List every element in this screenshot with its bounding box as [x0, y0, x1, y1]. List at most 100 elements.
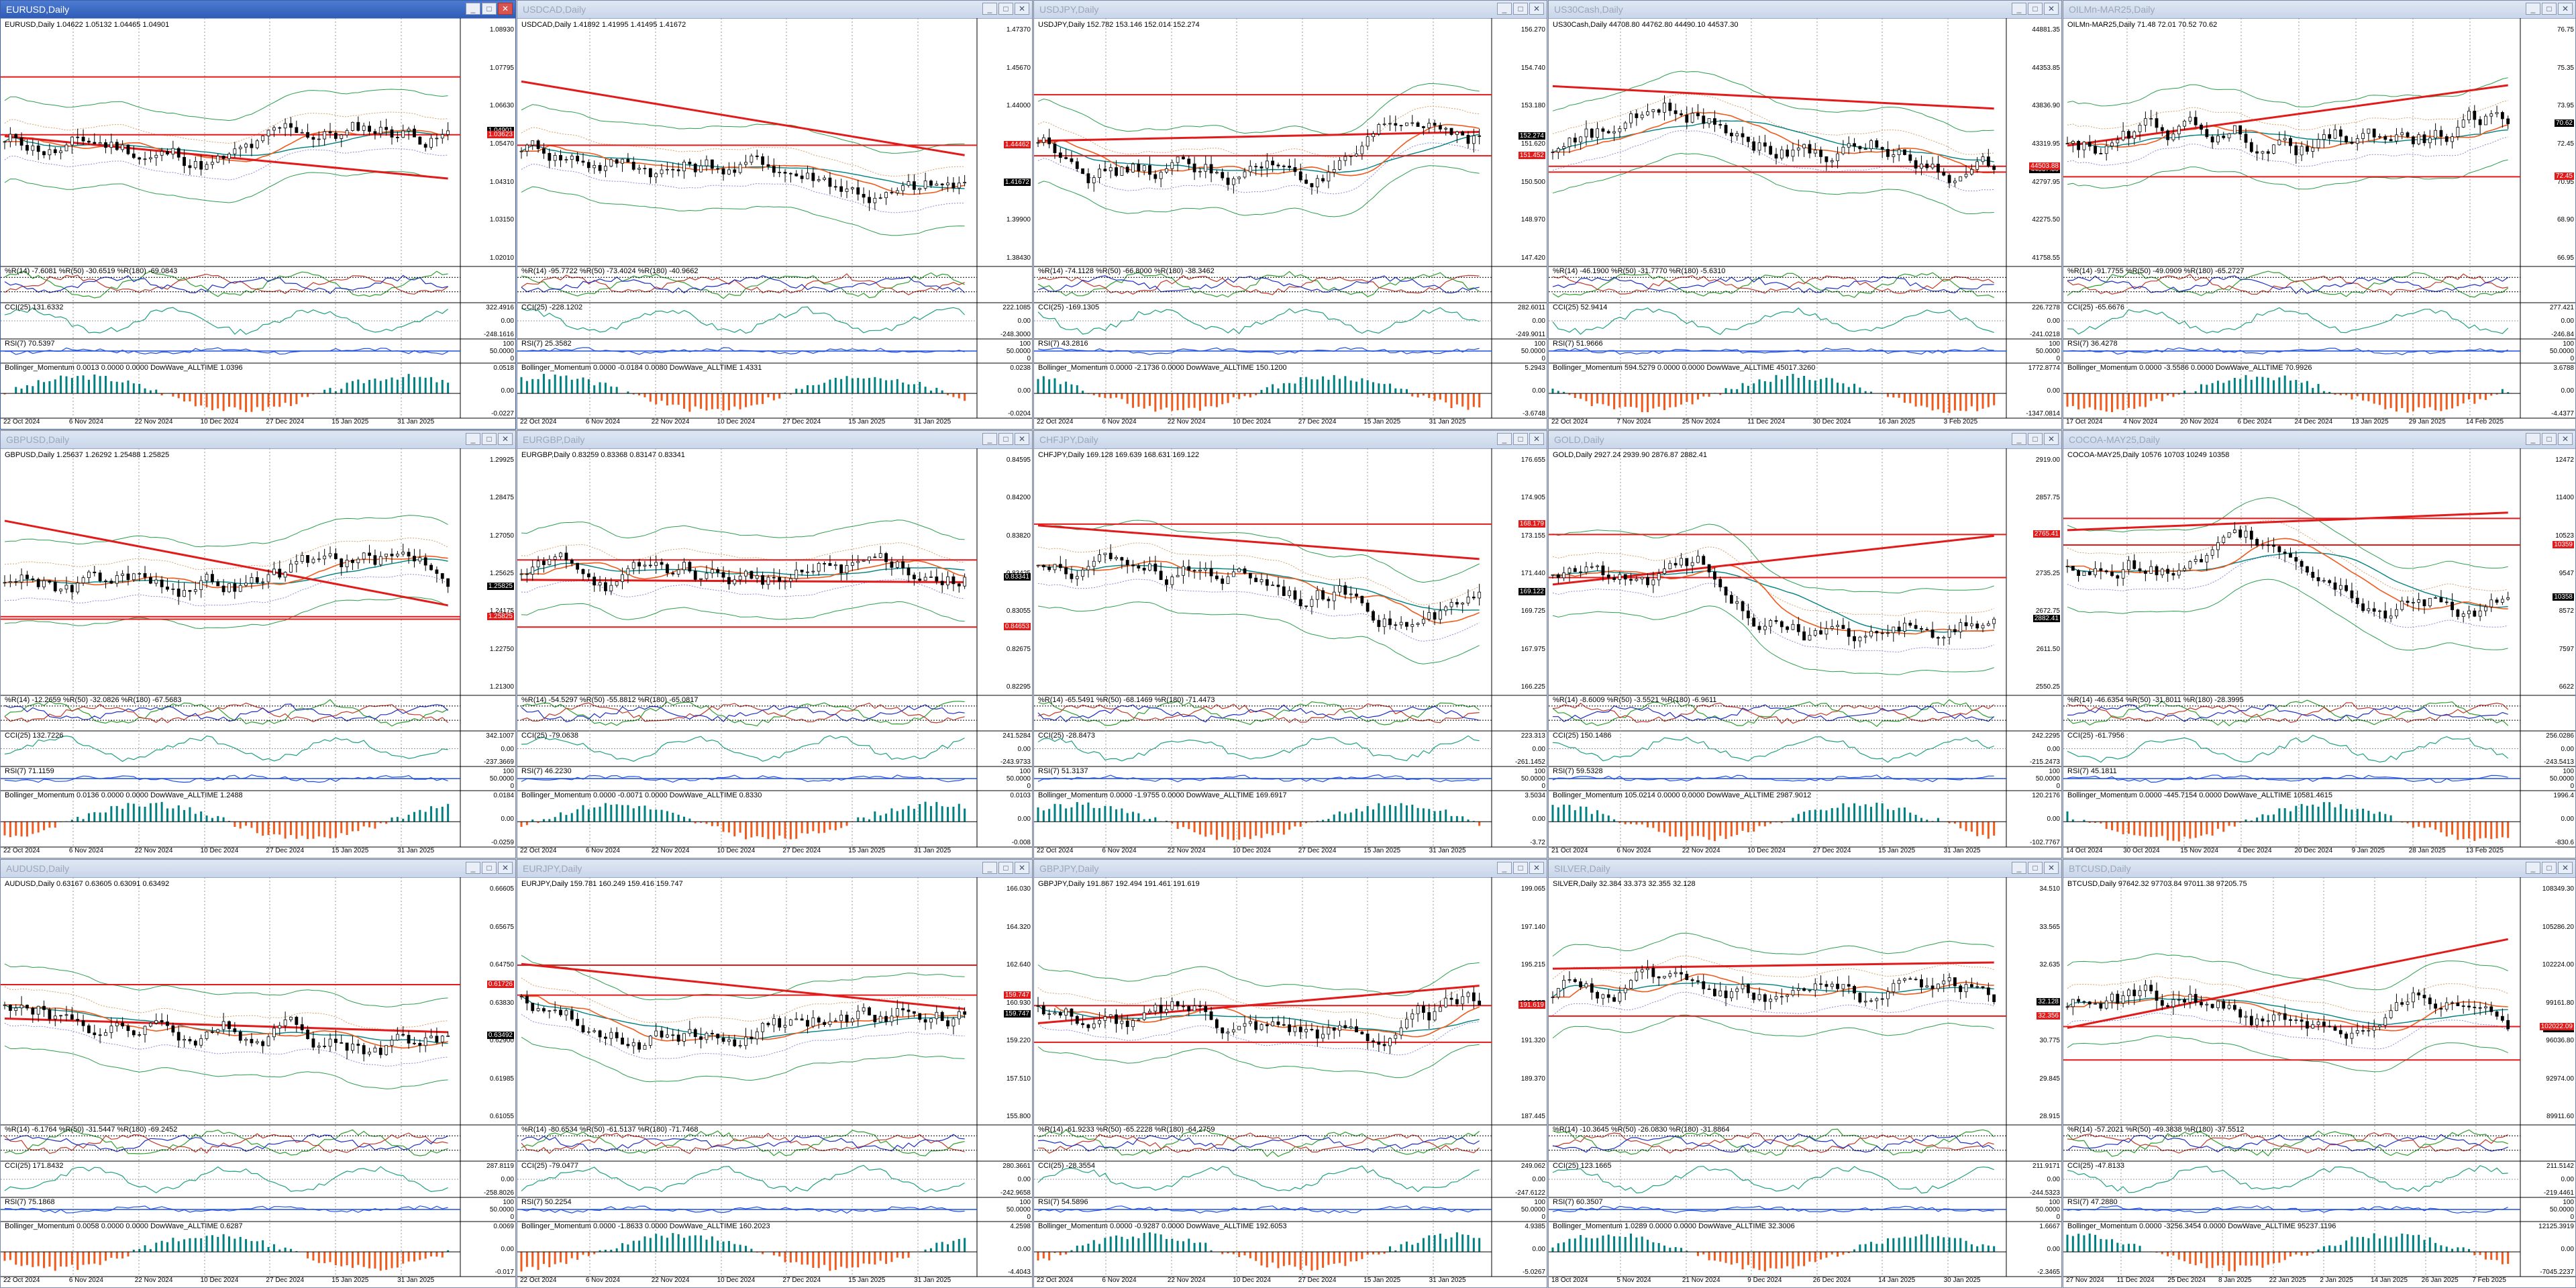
close-button[interactable]: ✕ [1529, 433, 1544, 445]
chart-body[interactable]: US30Cash,Daily 44708.80 44762.80 44490.1… [1549, 18, 2061, 429]
chart-canvas[interactable] [1034, 18, 1547, 429]
chart-window[interactable]: CHFJPY,Daily _ □ ✕ CHFJPY,Daily 169.128 169.… [1033, 430, 1547, 858]
chart-window[interactable]: GBPUSD,Daily _ □ ✕ GBPUSD,Daily 1.25637 1.26… [0, 430, 516, 858]
minimize-button[interactable]: _ [466, 3, 480, 15]
minimize-button[interactable]: _ [466, 862, 480, 874]
window-titlebar[interactable]: GBPUSD,Daily _ □ ✕ [1, 431, 515, 449]
minimize-button[interactable]: _ [982, 862, 997, 874]
window-titlebar[interactable]: EURUSD,Daily _ □ ✕ [1, 1, 515, 19]
window-titlebar[interactable]: AUDUSD,Daily _ □ ✕ [1, 860, 515, 878]
window-titlebar[interactable]: EURJPY,Daily _ □ ✕ [517, 860, 1032, 878]
chart-canvas[interactable] [1549, 18, 2061, 429]
minimize-button[interactable]: _ [2526, 433, 2540, 445]
chart-body[interactable]: CHFJPY,Daily 169.128 169.639 168.631 169… [1034, 448, 1547, 858]
minimize-button[interactable]: _ [982, 433, 997, 445]
chart-body[interactable]: USDCAD,Daily 1.41892 1.41995 1.41495 1.4… [517, 18, 1032, 429]
maximize-button[interactable]: □ [482, 862, 497, 874]
chart-window[interactable]: AUDUSD,Daily _ □ ✕ AUDUSD,Daily 0.63167 0.63… [0, 859, 516, 1288]
window-titlebar[interactable]: SILVER,Daily _ □ ✕ [1549, 860, 2061, 878]
minimize-button[interactable]: _ [2012, 862, 2026, 874]
minimize-button[interactable]: _ [2526, 862, 2540, 874]
maximize-button[interactable]: □ [1513, 3, 1528, 15]
chart-canvas[interactable] [1, 448, 515, 858]
chart-canvas[interactable] [2063, 448, 2575, 858]
maximize-button[interactable]: □ [482, 433, 497, 445]
window-titlebar[interactable]: BTCUSD,Daily _ □ ✕ [2063, 860, 2575, 878]
chart-body[interactable]: EURUSD,Daily 1.04622 1.05132 1.04465 1.0… [1, 18, 515, 429]
minimize-button[interactable]: _ [2526, 3, 2540, 15]
minimize-button[interactable]: _ [1497, 433, 1512, 445]
chart-canvas[interactable] [1549, 877, 2061, 1287]
chart-window[interactable]: BTCUSD,Daily _ □ ✕ BTCUSD,Daily 97642.32 977… [2063, 859, 2576, 1288]
close-button[interactable]: ✕ [1015, 3, 1029, 15]
chart-body[interactable]: GBPJPY,Daily 191.867 192.494 191.461 191… [1034, 877, 1547, 1287]
chart-window[interactable]: GOLD,Daily _ □ ✕ GOLD,Daily 2927.24 2939.90 … [1548, 430, 2062, 858]
close-button[interactable]: ✕ [1529, 862, 1544, 874]
window-titlebar[interactable]: GBPJPY,Daily _ □ ✕ [1034, 860, 1547, 878]
maximize-button[interactable]: □ [2028, 862, 2043, 874]
close-button[interactable]: ✕ [2558, 433, 2573, 445]
close-button[interactable]: ✕ [1529, 3, 1544, 15]
chart-body[interactable]: BTCUSD,Daily 97642.32 97703.84 97011.38 … [2063, 877, 2575, 1287]
close-button[interactable]: ✕ [2044, 433, 2059, 445]
chart-canvas[interactable] [1, 877, 515, 1287]
close-button[interactable]: ✕ [2044, 3, 2059, 15]
window-titlebar[interactable]: GOLD,Daily _ □ ✕ [1549, 431, 2061, 449]
window-titlebar[interactable]: OILMn-MAR25,Daily _ □ ✕ [2063, 1, 2575, 19]
chart-canvas[interactable] [1034, 448, 1547, 858]
maximize-button[interactable]: □ [482, 3, 497, 15]
chart-canvas[interactable] [2063, 18, 2575, 429]
chart-canvas[interactable] [2063, 877, 2575, 1287]
minimize-button[interactable]: _ [466, 433, 480, 445]
close-button[interactable]: ✕ [1015, 433, 1029, 445]
window-titlebar[interactable]: EURGBP,Daily _ □ ✕ [517, 431, 1032, 449]
close-button[interactable]: ✕ [2558, 3, 2573, 15]
chart-window[interactable]: EURUSD,Daily _ □ ✕ EURUSD,Daily 1.04622 1.05… [0, 0, 516, 430]
chart-body[interactable]: EURJPY,Daily 159.781 160.249 159.416 159… [517, 877, 1032, 1287]
maximize-button[interactable]: □ [2542, 433, 2557, 445]
close-button[interactable]: ✕ [498, 433, 513, 445]
close-button[interactable]: ✕ [498, 862, 513, 874]
minimize-button[interactable]: _ [2012, 3, 2026, 15]
maximize-button[interactable]: □ [1513, 433, 1528, 445]
minimize-button[interactable]: _ [2012, 433, 2026, 445]
chart-canvas[interactable] [517, 448, 1032, 858]
chart-canvas[interactable] [517, 877, 1032, 1287]
maximize-button[interactable]: □ [2028, 3, 2043, 15]
chart-canvas[interactable] [517, 18, 1032, 429]
maximize-button[interactable]: □ [2542, 3, 2557, 15]
chart-window[interactable]: GBPJPY,Daily _ □ ✕ GBPJPY,Daily 191.867 192.… [1033, 859, 1547, 1288]
maximize-button[interactable]: □ [2028, 433, 2043, 445]
chart-canvas[interactable] [1, 18, 515, 429]
chart-window[interactable]: USDCAD,Daily _ □ ✕ USDCAD,Daily 1.41892 1.41… [517, 0, 1033, 430]
chart-window[interactable]: OILMn-MAR25,Daily _ □ ✕ OILMn-MAR25,Daily 71… [2063, 0, 2576, 430]
chart-body[interactable]: OILMn-MAR25,Daily 71.48 72.01 70.52 70.6… [2063, 18, 2575, 429]
maximize-button[interactable]: □ [998, 3, 1013, 15]
window-titlebar[interactable]: USDCAD,Daily _ □ ✕ [517, 1, 1032, 19]
window-titlebar[interactable]: US30Cash,Daily _ □ ✕ [1549, 1, 2061, 19]
chart-body[interactable]: SILVER,Daily 32.384 33.373 32.355 32.128… [1549, 877, 2061, 1287]
chart-window[interactable]: US30Cash,Daily _ □ ✕ US30Cash,Daily 44708.80… [1548, 0, 2062, 430]
close-button[interactable]: ✕ [2044, 862, 2059, 874]
chart-body[interactable]: GBPUSD,Daily 1.25637 1.26292 1.25488 1.2… [1, 448, 515, 858]
minimize-button[interactable]: _ [982, 3, 997, 15]
chart-window[interactable]: EURGBP,Daily _ □ ✕ EURGBP,Daily 0.83259 0.83… [517, 430, 1033, 858]
maximize-button[interactable]: □ [998, 862, 1013, 874]
chart-window[interactable]: USDJPY,Daily _ □ ✕ USDJPY,Daily 152.782 153.… [1033, 0, 1547, 430]
minimize-button[interactable]: _ [1497, 3, 1512, 15]
maximize-button[interactable]: □ [998, 433, 1013, 445]
chart-body[interactable]: USDJPY,Daily 152.782 153.146 152.014 152… [1034, 18, 1547, 429]
chart-canvas[interactable] [1034, 877, 1547, 1287]
chart-window[interactable]: EURJPY,Daily _ □ ✕ EURJPY,Daily 159.781 160.… [517, 859, 1033, 1288]
close-button[interactable]: ✕ [2558, 862, 2573, 874]
window-titlebar[interactable]: CHFJPY,Daily _ □ ✕ [1034, 431, 1547, 449]
window-titlebar[interactable]: COCOA-MAY25,Daily _ □ ✕ [2063, 431, 2575, 449]
maximize-button[interactable]: □ [1513, 862, 1528, 874]
chart-body[interactable]: COCOA-MAY25,Daily 10576 10703 10249 1035… [2063, 448, 2575, 858]
chart-window[interactable]: SILVER,Daily _ □ ✕ SILVER,Daily 32.384 33.37… [1548, 859, 2062, 1288]
chart-canvas[interactable] [1549, 448, 2061, 858]
chart-body[interactable]: EURGBP,Daily 0.83259 0.83368 0.83147 0.8… [517, 448, 1032, 858]
chart-body[interactable]: GOLD,Daily 2927.24 2939.90 2876.87 2882.… [1549, 448, 2061, 858]
window-titlebar[interactable]: USDJPY,Daily _ □ ✕ [1034, 1, 1547, 19]
chart-window[interactable]: COCOA-MAY25,Daily _ □ ✕ COCOA-MAY25,Daily 10… [2063, 430, 2576, 858]
